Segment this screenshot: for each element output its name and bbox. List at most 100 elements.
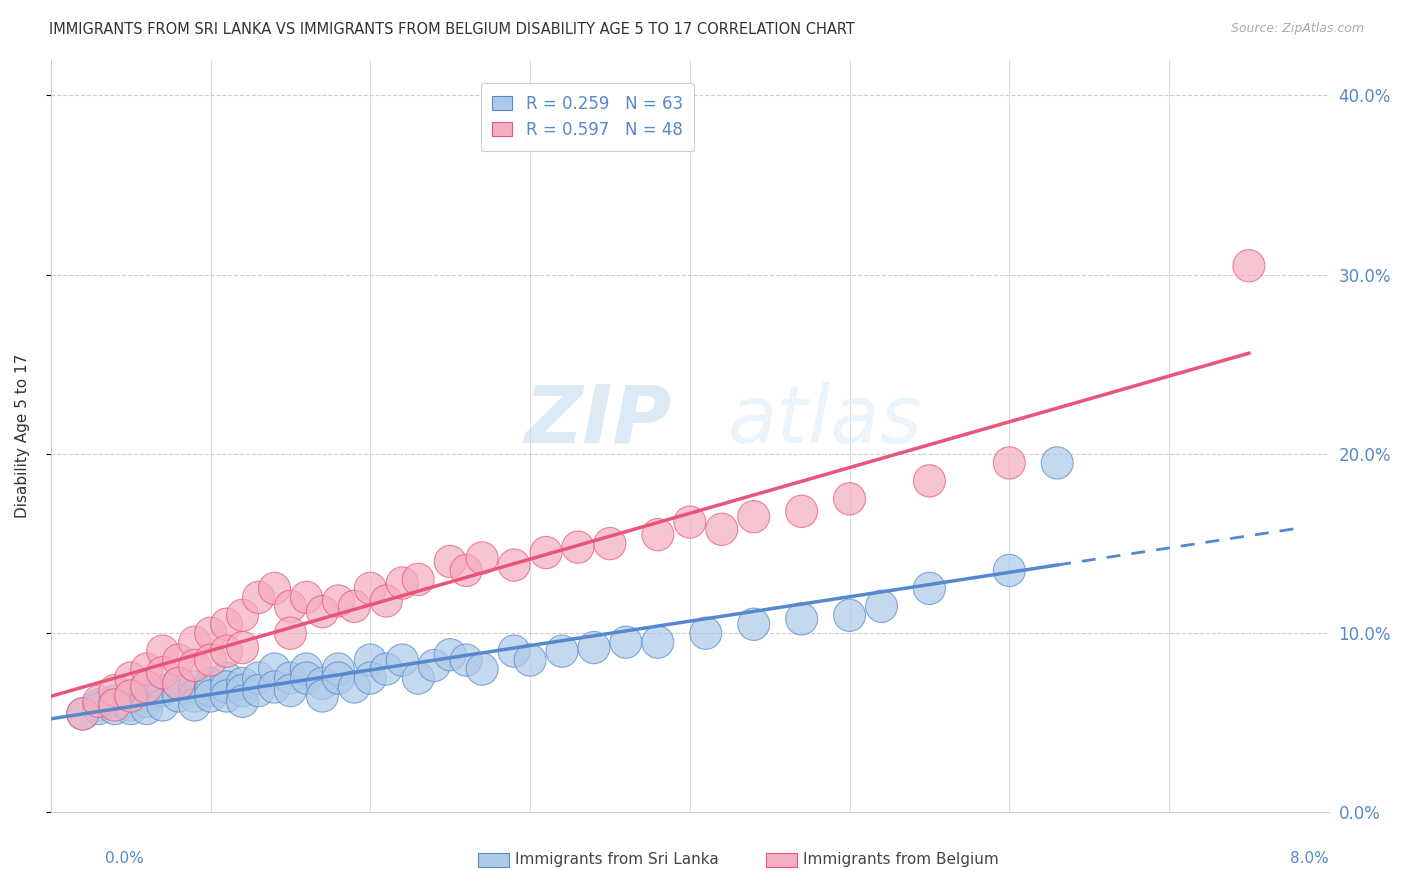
Ellipse shape (546, 635, 578, 667)
Ellipse shape (163, 667, 194, 699)
Ellipse shape (211, 671, 242, 703)
Ellipse shape (706, 513, 738, 545)
Text: ZIP: ZIP (523, 382, 671, 460)
Ellipse shape (211, 662, 242, 694)
Ellipse shape (211, 608, 242, 640)
Ellipse shape (115, 662, 146, 694)
Ellipse shape (993, 447, 1025, 479)
Ellipse shape (274, 617, 307, 649)
Ellipse shape (834, 599, 866, 632)
Ellipse shape (194, 617, 226, 649)
Ellipse shape (194, 644, 226, 676)
Ellipse shape (194, 674, 226, 706)
Ellipse shape (354, 662, 387, 694)
Ellipse shape (291, 653, 322, 685)
Ellipse shape (866, 591, 897, 623)
Ellipse shape (738, 500, 769, 533)
Ellipse shape (115, 680, 146, 712)
Ellipse shape (259, 671, 291, 703)
Ellipse shape (179, 671, 211, 703)
Ellipse shape (274, 674, 307, 706)
Ellipse shape (467, 653, 498, 685)
Text: atlas: atlas (728, 382, 922, 460)
Ellipse shape (322, 662, 354, 694)
Ellipse shape (673, 506, 706, 538)
Ellipse shape (67, 698, 98, 730)
Ellipse shape (322, 585, 354, 617)
Ellipse shape (131, 653, 163, 685)
Ellipse shape (67, 698, 98, 730)
Ellipse shape (402, 662, 434, 694)
Ellipse shape (226, 685, 259, 717)
Ellipse shape (354, 573, 387, 605)
Ellipse shape (242, 582, 274, 614)
Ellipse shape (467, 541, 498, 574)
Ellipse shape (307, 667, 339, 699)
Ellipse shape (1233, 250, 1265, 282)
Ellipse shape (131, 680, 163, 712)
Ellipse shape (226, 599, 259, 632)
Text: Immigrants from Belgium: Immigrants from Belgium (803, 853, 998, 867)
Ellipse shape (179, 680, 211, 712)
Ellipse shape (115, 680, 146, 712)
Ellipse shape (643, 626, 673, 658)
Ellipse shape (434, 545, 467, 578)
Ellipse shape (211, 635, 242, 667)
Ellipse shape (242, 674, 274, 706)
Ellipse shape (834, 483, 866, 515)
Ellipse shape (131, 671, 163, 703)
Ellipse shape (163, 667, 194, 699)
Ellipse shape (194, 667, 226, 699)
Ellipse shape (146, 674, 179, 706)
Text: 0.0%: 0.0% (105, 851, 145, 865)
Ellipse shape (450, 644, 482, 676)
Text: IMMIGRANTS FROM SRI LANKA VS IMMIGRANTS FROM BELGIUM DISABILITY AGE 5 TO 17 CORR: IMMIGRANTS FROM SRI LANKA VS IMMIGRANTS … (49, 22, 855, 37)
Ellipse shape (914, 573, 945, 605)
Ellipse shape (450, 554, 482, 587)
Ellipse shape (242, 662, 274, 694)
Ellipse shape (226, 674, 259, 706)
Legend: R = 0.259   N = 63, R = 0.597   N = 48: R = 0.259 N = 63, R = 0.597 N = 48 (481, 83, 695, 151)
Ellipse shape (259, 653, 291, 685)
Ellipse shape (786, 603, 818, 635)
Ellipse shape (370, 653, 402, 685)
Ellipse shape (339, 591, 370, 623)
Bar (766, 853, 797, 867)
Bar (478, 853, 509, 867)
Text: 8.0%: 8.0% (1289, 851, 1329, 865)
Ellipse shape (307, 596, 339, 628)
Ellipse shape (530, 536, 562, 569)
Ellipse shape (98, 692, 131, 724)
Ellipse shape (307, 680, 339, 712)
Ellipse shape (914, 465, 945, 497)
Ellipse shape (498, 549, 530, 582)
Ellipse shape (211, 680, 242, 712)
Ellipse shape (993, 554, 1025, 587)
Text: Source: ZipAtlas.com: Source: ZipAtlas.com (1230, 22, 1364, 36)
Ellipse shape (562, 531, 593, 564)
Ellipse shape (291, 582, 322, 614)
Ellipse shape (690, 617, 721, 649)
Ellipse shape (83, 689, 115, 721)
Ellipse shape (194, 680, 226, 712)
Ellipse shape (259, 573, 291, 605)
Ellipse shape (179, 649, 211, 681)
Ellipse shape (179, 689, 211, 721)
Ellipse shape (146, 689, 179, 721)
Ellipse shape (226, 667, 259, 699)
Ellipse shape (98, 674, 131, 706)
Ellipse shape (131, 692, 163, 724)
Ellipse shape (610, 626, 643, 658)
Ellipse shape (498, 635, 530, 667)
Ellipse shape (418, 649, 450, 681)
Ellipse shape (322, 653, 354, 685)
Ellipse shape (339, 671, 370, 703)
Ellipse shape (179, 626, 211, 658)
Ellipse shape (434, 639, 467, 671)
Ellipse shape (163, 680, 194, 712)
Ellipse shape (643, 518, 673, 550)
Ellipse shape (274, 591, 307, 623)
Ellipse shape (98, 689, 131, 721)
Ellipse shape (115, 689, 146, 721)
Ellipse shape (131, 685, 163, 717)
